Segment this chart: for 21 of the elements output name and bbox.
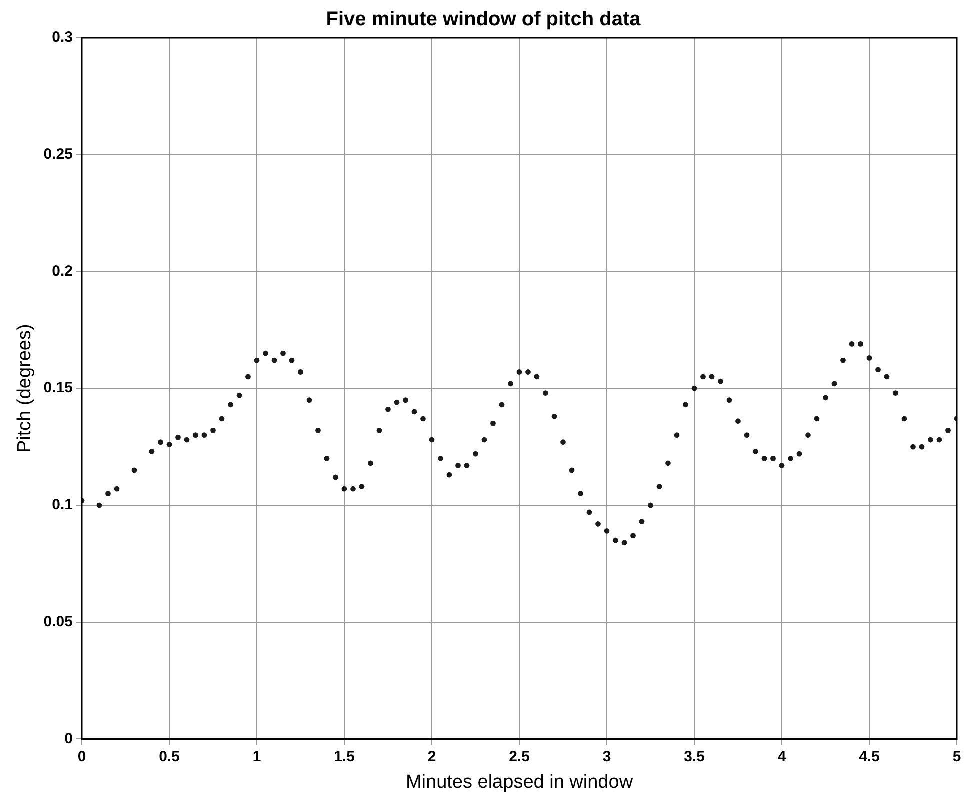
x-tick-label: 1.5	[334, 748, 355, 766]
x-tick-label: 2.5	[509, 748, 530, 766]
x-tick-label: 3.5	[684, 748, 705, 766]
x-tick-label: 0.5	[159, 748, 180, 766]
y-tick-label: 0.3	[52, 29, 73, 46]
x-tick-label: 5	[952, 748, 962, 766]
y-tick-label: 0	[64, 730, 73, 748]
x-tick-label: 2	[428, 748, 436, 766]
y-tick-label: 0.25	[44, 146, 73, 164]
x-tick-label: 0	[78, 748, 86, 766]
y-tick-label: 0.1	[52, 496, 73, 514]
y-tick-label: 0.05	[44, 613, 73, 630]
x-axis-title: Minutes elapsed in window	[406, 772, 634, 793]
y-tick-label: 0.2	[52, 262, 73, 280]
x-tick-label: 3	[602, 748, 612, 766]
y-tick-label: 0.15	[44, 380, 73, 397]
x-tick-label: 4.5	[859, 748, 880, 766]
chart-title: Five minute window of pitch data	[326, 8, 642, 31]
x-tick-label: 4	[778, 748, 787, 766]
x-tick-label: 1	[252, 748, 262, 766]
y-axis-title: Pitch (degrees)	[14, 324, 36, 454]
